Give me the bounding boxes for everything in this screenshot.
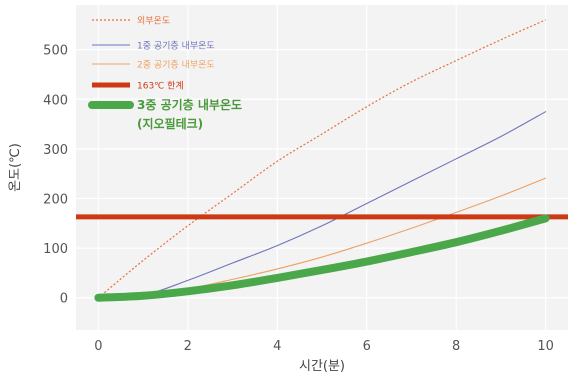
legend-single-layer-label: 1중 공기층 내부온도: [137, 41, 215, 52]
legend-double-layer-label: 2중 공기층 내부온도: [137, 60, 215, 71]
y-tick-label: 0: [60, 292, 68, 307]
legend-triple-layer-sublabel: (지오필테크): [137, 116, 203, 131]
x-tick-label: 0: [94, 339, 102, 354]
outer-temp-line: [97, 19, 546, 299]
x-tick-label: 8: [452, 339, 460, 354]
x-tick-label: 2: [184, 339, 192, 354]
x-tick-label: 4: [273, 339, 281, 354]
y-tick-label: 300: [43, 143, 68, 158]
x-tick-label: 6: [363, 339, 371, 354]
triple-layer-line: [94, 214, 550, 302]
legend-limit-label: 163℃ 한계: [137, 80, 184, 92]
y-tick-label: 100: [43, 242, 68, 257]
y-axis-title: 온도(℃): [8, 143, 23, 192]
legend-outer-temp-label: 외부온도: [137, 15, 170, 27]
single-layer-line: [97, 111, 547, 299]
y-tick-label: 400: [43, 93, 68, 108]
y-tick-label: 200: [43, 193, 68, 208]
x-tick-label: 10: [537, 339, 554, 354]
legend-triple-layer-label: 3중 공기층 내부온도: [137, 97, 242, 112]
y-tick-label: 500: [43, 44, 68, 59]
plot-area: [76, 5, 568, 330]
x-axis-title: 시간(분): [299, 359, 345, 374]
